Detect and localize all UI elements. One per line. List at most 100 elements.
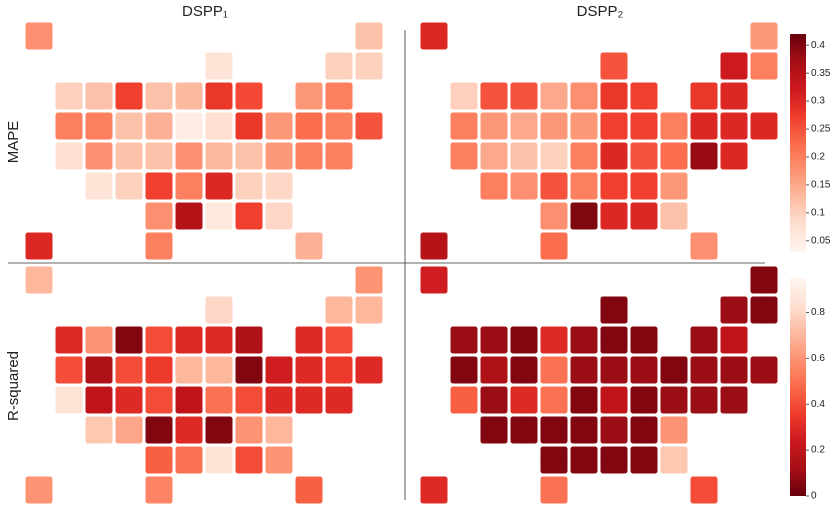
state-region bbox=[204, 51, 234, 81]
state-region bbox=[599, 81, 629, 111]
state-region bbox=[419, 475, 449, 505]
state-region bbox=[569, 445, 599, 475]
state-region bbox=[144, 385, 174, 415]
state-region bbox=[324, 355, 354, 385]
state-region bbox=[294, 111, 324, 141]
state-region bbox=[749, 265, 779, 295]
state-region bbox=[204, 415, 234, 445]
state-region bbox=[234, 141, 264, 171]
state-region bbox=[234, 385, 264, 415]
state-region bbox=[324, 385, 354, 415]
state-region bbox=[539, 171, 569, 201]
state-region bbox=[479, 415, 509, 445]
state-region bbox=[509, 385, 539, 415]
state-region bbox=[629, 415, 659, 445]
state-region bbox=[509, 81, 539, 111]
state-region bbox=[174, 171, 204, 201]
state-region bbox=[174, 201, 204, 231]
state-region bbox=[599, 385, 629, 415]
state-region bbox=[629, 141, 659, 171]
state-region bbox=[324, 51, 354, 81]
state-region bbox=[569, 355, 599, 385]
state-region bbox=[294, 141, 324, 171]
state-region bbox=[144, 475, 174, 505]
state-region bbox=[174, 385, 204, 415]
state-region bbox=[174, 141, 204, 171]
state-region bbox=[294, 81, 324, 111]
state-region bbox=[264, 111, 294, 141]
state-region bbox=[449, 81, 479, 111]
state-region bbox=[689, 81, 719, 111]
state-region bbox=[204, 171, 234, 201]
state-region bbox=[449, 355, 479, 385]
state-region bbox=[234, 445, 264, 475]
state-region bbox=[84, 415, 114, 445]
state-region bbox=[114, 171, 144, 201]
column-title: DSPP₂ bbox=[577, 3, 624, 20]
state-region bbox=[294, 231, 324, 261]
state-region bbox=[629, 385, 659, 415]
state-region bbox=[114, 385, 144, 415]
state-region bbox=[749, 355, 779, 385]
state-region bbox=[659, 415, 689, 445]
state-region bbox=[479, 111, 509, 141]
state-region bbox=[54, 81, 84, 111]
state-region bbox=[659, 445, 689, 475]
state-region bbox=[479, 385, 509, 415]
state-region bbox=[264, 171, 294, 201]
state-region bbox=[689, 111, 719, 141]
state-region bbox=[324, 295, 354, 325]
state-region bbox=[84, 111, 114, 141]
state-region bbox=[539, 385, 569, 415]
state-region bbox=[354, 265, 384, 295]
state-region bbox=[629, 325, 659, 355]
state-region bbox=[449, 141, 479, 171]
state-region bbox=[114, 355, 144, 385]
state-region bbox=[174, 415, 204, 445]
state-region bbox=[84, 171, 114, 201]
state-region bbox=[749, 111, 779, 141]
state-region bbox=[629, 81, 659, 111]
row-label: R-squared bbox=[5, 351, 22, 421]
state-region bbox=[569, 385, 599, 415]
state-region bbox=[234, 355, 264, 385]
state-region bbox=[449, 111, 479, 141]
state-region bbox=[689, 355, 719, 385]
state-region bbox=[719, 325, 749, 355]
state-region bbox=[599, 325, 629, 355]
state-region bbox=[294, 355, 324, 385]
colorbar bbox=[790, 278, 806, 496]
state-region bbox=[84, 385, 114, 415]
state-region bbox=[144, 415, 174, 445]
state-region bbox=[24, 475, 54, 505]
state-region bbox=[324, 141, 354, 171]
state-region bbox=[599, 141, 629, 171]
state-region bbox=[599, 201, 629, 231]
state-region bbox=[324, 111, 354, 141]
row-label: MAPE bbox=[5, 121, 22, 164]
state-region bbox=[539, 81, 569, 111]
colorbar-tick-label: 0.6 bbox=[811, 353, 825, 364]
state-region bbox=[569, 81, 599, 111]
state-region bbox=[54, 325, 84, 355]
state-region bbox=[539, 141, 569, 171]
state-region bbox=[599, 171, 629, 201]
state-region bbox=[204, 295, 234, 325]
state-region bbox=[599, 415, 629, 445]
state-region bbox=[234, 171, 264, 201]
state-region bbox=[204, 111, 234, 141]
state-region bbox=[629, 171, 659, 201]
state-region bbox=[509, 355, 539, 385]
state-region bbox=[599, 355, 629, 385]
state-region bbox=[294, 325, 324, 355]
state-region bbox=[204, 81, 234, 111]
state-region bbox=[509, 111, 539, 141]
state-region bbox=[539, 475, 569, 505]
state-region bbox=[84, 141, 114, 171]
state-region bbox=[749, 21, 779, 51]
colorbar bbox=[790, 34, 806, 252]
state-region bbox=[204, 385, 234, 415]
colorbar-tick-label: 0.8 bbox=[811, 307, 825, 318]
state-region bbox=[689, 325, 719, 355]
